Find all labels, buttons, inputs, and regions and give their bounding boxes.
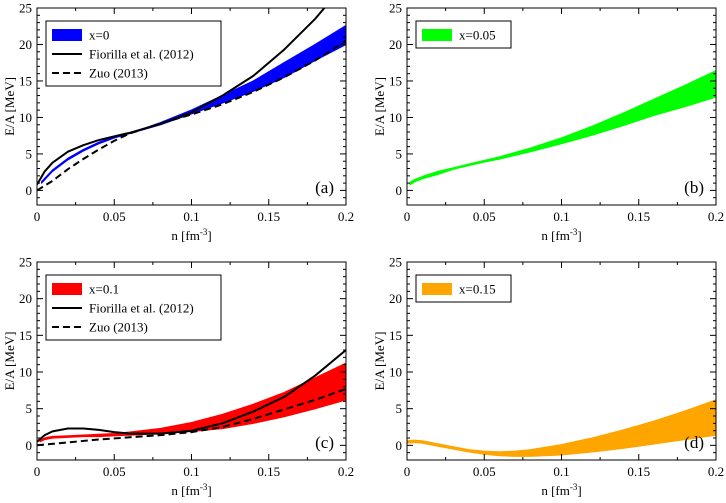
y-tick-label: 15 bbox=[19, 328, 32, 343]
y-axis-label: E/A [MeV] bbox=[2, 77, 17, 136]
y-tick-label: 15 bbox=[19, 73, 32, 88]
panel-c: 0 0.05 0.1 0.15 0.2 0 5 10 15 20 25 n [fm-3] E/A [Me… bbox=[2, 255, 354, 499]
x-tick-label: 0.15 bbox=[627, 209, 650, 224]
band-x=0.05 bbox=[409, 70, 716, 186]
y-tick-label: 25 bbox=[389, 255, 402, 270]
y-tick-label: 25 bbox=[19, 1, 32, 16]
x-axis-label: n [fm-3] bbox=[541, 482, 581, 498]
x-tick-label: 0.05 bbox=[103, 464, 126, 479]
panel-label: (d) bbox=[684, 433, 704, 452]
panel-d: 0 0.05 0.1 0.15 0.2 0 5 10 15 20 25 n [fm-3] E/A [Me… bbox=[372, 255, 724, 499]
series-fiorilla bbox=[37, 349, 346, 443]
legend-swatch-band bbox=[422, 29, 452, 41]
legend: x=0.05 bbox=[415, 20, 512, 49]
plot-area bbox=[37, 349, 346, 447]
x-tick-label: 0.2 bbox=[708, 464, 724, 479]
legend-label: x=0.15 bbox=[459, 282, 496, 297]
legend-label: Fiorilla et al. (2012) bbox=[89, 47, 194, 62]
y-tick-label: 0 bbox=[26, 438, 33, 453]
x-tick-label: 0.15 bbox=[627, 464, 650, 479]
x-tick-label: 0.1 bbox=[183, 209, 199, 224]
panel-a: 0 0.05 0.1 0.15 0.2 0 5 10 15 20 25 n [fm-3] E/A [Me… bbox=[2, 1, 354, 244]
panel-label: (a) bbox=[315, 178, 334, 197]
x-tick-label: 0.1 bbox=[183, 464, 199, 479]
x-tick-label: 0.2 bbox=[708, 209, 724, 224]
x-tick-label: 0 bbox=[34, 209, 41, 224]
legend: x=0.15 bbox=[415, 274, 512, 303]
series-zuo bbox=[37, 387, 346, 447]
y-tick-label: 15 bbox=[389, 73, 402, 88]
y-tick-label: 5 bbox=[26, 146, 33, 161]
legend-swatch-band bbox=[422, 283, 452, 295]
y-tick-label: 0 bbox=[26, 183, 33, 198]
panel-b: 0 0.05 0.1 0.15 0.2 0 5 10 15 20 25 n [fm-3] E/A [Me… bbox=[372, 1, 724, 244]
x-tick-label: 0 bbox=[34, 464, 41, 479]
y-tick-label: 20 bbox=[389, 37, 402, 52]
y-tick-label: 0 bbox=[396, 438, 403, 453]
series-fiorilla bbox=[37, 8, 326, 186]
panel-label: (c) bbox=[315, 433, 334, 452]
y-tick-label: 10 bbox=[389, 365, 402, 380]
x-tick-label: 0.2 bbox=[338, 464, 354, 479]
legend-label: Fiorilla et al. (2012) bbox=[89, 301, 194, 316]
legend-label: x=0.05 bbox=[459, 28, 496, 43]
x-tick-label: 0.05 bbox=[103, 209, 126, 224]
y-tick-label: 0 bbox=[396, 183, 403, 198]
x-axis-label: n [fm-3] bbox=[171, 227, 211, 243]
y-axis-label: E/A [MeV] bbox=[372, 77, 387, 136]
legend: x=0.1 Fiorilla et al. (2012) Zuo (2013) bbox=[45, 274, 222, 341]
x-tick-label: 0.15 bbox=[257, 464, 280, 479]
y-tick-label: 10 bbox=[19, 365, 32, 380]
legend-label: x=0.1 bbox=[89, 282, 119, 297]
x-tick-label: 0.1 bbox=[553, 464, 569, 479]
series-zuo bbox=[37, 39, 346, 192]
legend-label: Zuo (2013) bbox=[89, 66, 148, 81]
y-tick-label: 5 bbox=[396, 146, 403, 161]
band-x=0 bbox=[41, 24, 346, 184]
y-tick-label: 20 bbox=[19, 37, 32, 52]
legend-swatch-band bbox=[52, 29, 82, 41]
band-x=0.1 bbox=[39, 362, 346, 443]
x-tick-label: 0.05 bbox=[473, 209, 496, 224]
y-tick-label: 10 bbox=[19, 110, 32, 125]
legend-swatch-band bbox=[52, 283, 82, 295]
legend-label: x=0 bbox=[89, 28, 109, 43]
y-tick-label: 10 bbox=[389, 110, 402, 125]
x-tick-label: 0 bbox=[404, 209, 411, 224]
y-axis-label: E/A [MeV] bbox=[2, 332, 17, 391]
y-tick-label: 20 bbox=[389, 291, 402, 306]
y-tick-label: 25 bbox=[19, 255, 32, 270]
x-tick-label: 0.1 bbox=[553, 209, 569, 224]
x-tick-label: 0.15 bbox=[257, 209, 280, 224]
x-tick-label: 0 bbox=[404, 464, 411, 479]
y-axis-label: E/A [MeV] bbox=[372, 332, 387, 391]
panel-label: (b) bbox=[684, 178, 704, 197]
y-tick-label: 5 bbox=[396, 401, 403, 416]
plot-area bbox=[37, 8, 346, 192]
legend: x=0 Fiorilla et al. (2012) Zuo (2013) bbox=[45, 20, 222, 87]
x-tick-label: 0.2 bbox=[338, 209, 354, 224]
band-x=0.15 bbox=[407, 399, 716, 457]
y-tick-label: 5 bbox=[26, 401, 33, 416]
legend-label: Zuo (2013) bbox=[89, 320, 148, 335]
y-tick-label: 20 bbox=[19, 291, 32, 306]
plot-area bbox=[407, 399, 716, 457]
x-tick-label: 0.05 bbox=[473, 464, 496, 479]
plot-area bbox=[409, 70, 716, 186]
y-tick-label: 25 bbox=[389, 1, 402, 16]
y-tick-label: 15 bbox=[389, 328, 402, 343]
x-axis-label: n [fm-3] bbox=[541, 227, 581, 243]
x-axis-label: n [fm-3] bbox=[171, 482, 211, 498]
